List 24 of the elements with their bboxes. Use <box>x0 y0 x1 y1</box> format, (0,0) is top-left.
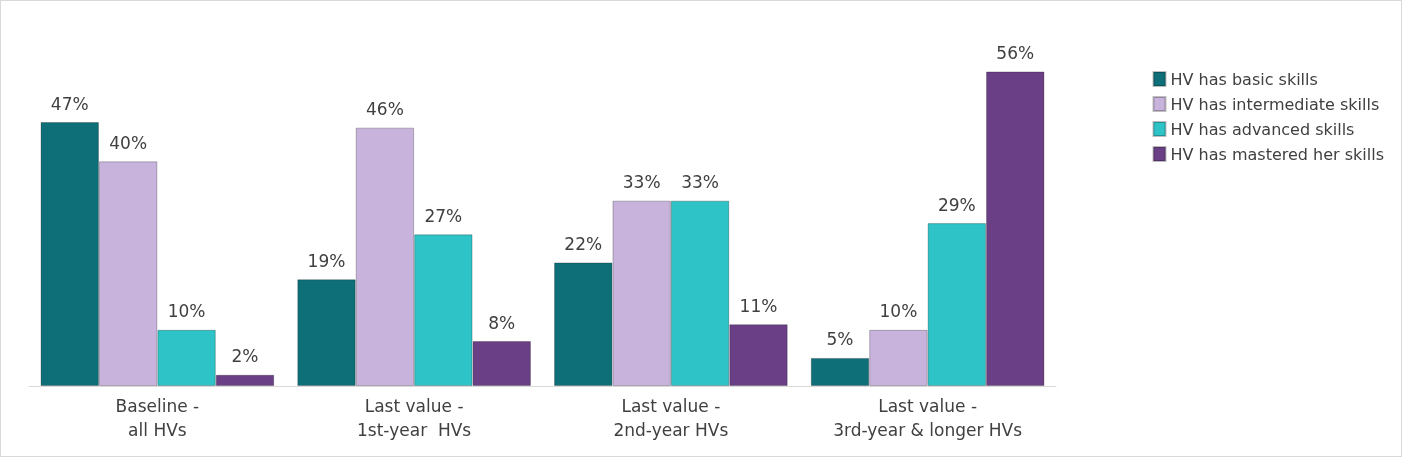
x-tick-label: Last value - 2nd-year HVs <box>613 396 729 440</box>
data-label: 10% <box>879 301 918 322</box>
x-tick-label: Last value - 3rd-year & longer HVs <box>833 396 1023 440</box>
data-label: 10% <box>167 301 206 322</box>
data-label: 33% <box>681 172 719 193</box>
data-label: 47% <box>50 93 89 114</box>
data-label: 56% <box>996 42 1035 63</box>
data-label: 33% <box>622 172 661 193</box>
data-label: 22% <box>564 233 603 254</box>
data-label: 46% <box>366 99 404 120</box>
legend-label: HV has basic skills <box>1170 69 1318 89</box>
x-tick-label: Last value - 1st-year HVs <box>357 396 472 440</box>
data-label: 2% <box>231 346 259 367</box>
data-label: 40% <box>109 132 148 153</box>
legend-label: HV has intermediate skills <box>1170 94 1380 114</box>
legend-label: HV has mastered her skills <box>1170 144 1385 164</box>
data-label: 8% <box>488 312 516 333</box>
data-label: 5% <box>826 329 854 350</box>
legend-label: HV has advanced skills <box>1170 119 1355 139</box>
x-tick-label: Baseline - all HVs <box>115 396 200 440</box>
data-label: 19% <box>307 250 346 271</box>
data-label: 11% <box>739 295 778 316</box>
data-label: 29% <box>937 194 976 215</box>
data-label: 27% <box>424 205 463 226</box>
